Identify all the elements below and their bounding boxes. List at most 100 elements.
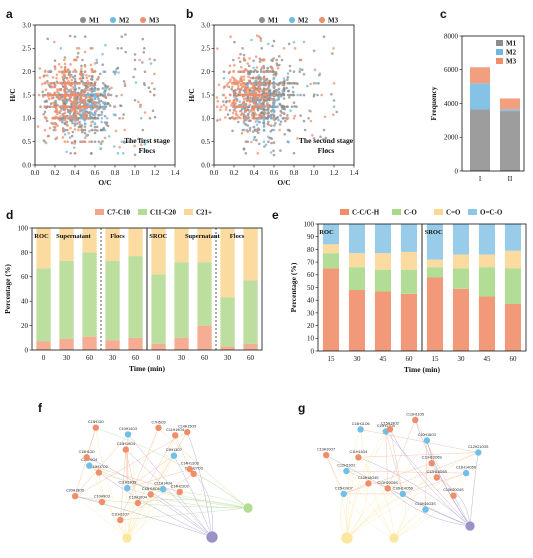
point-M3 <box>248 103 252 107</box>
point-M2 <box>113 71 117 74</box>
point-M3 <box>309 119 313 123</box>
point-M3 <box>143 111 147 114</box>
point-M3 <box>237 115 240 119</box>
point-M2 <box>134 81 138 84</box>
point-M3 <box>63 62 67 66</box>
point-M1 <box>266 66 270 70</box>
point-M3 <box>248 87 251 91</box>
point-M1 <box>42 112 46 116</box>
point-M1 <box>115 94 118 98</box>
chart-e: 15 30 45 60 15 30 45 60 ROC SROC 0 10 20 30 40 50 60 70 80… <box>289 209 527 374</box>
point-M3 <box>46 82 50 85</box>
point-M3 <box>48 105 52 108</box>
x-tick-label: 15 <box>432 355 440 363</box>
point-M3 <box>79 77 82 80</box>
point-M3 <box>222 103 226 107</box>
point-M3 <box>252 117 256 120</box>
bar-segment <box>322 244 339 254</box>
point-M2 <box>100 120 103 124</box>
bar-segment <box>452 268 469 289</box>
network-edge <box>346 457 359 539</box>
point-M2 <box>54 99 58 103</box>
network-edge <box>158 427 249 509</box>
point-M3 <box>93 62 97 65</box>
point-M1 <box>259 68 263 71</box>
node-label: C14H15O5 <box>178 425 196 429</box>
bar-segment <box>348 224 365 254</box>
point-M1 <box>282 117 286 120</box>
point-M3 <box>262 93 266 97</box>
point-M1 <box>271 44 274 48</box>
point-M3 <box>259 82 263 85</box>
bar-segment <box>36 341 51 350</box>
point-M3 <box>75 47 79 50</box>
point-M3 <box>57 63 61 66</box>
point-M3 <box>231 85 234 88</box>
point-M1 <box>83 35 87 38</box>
point-M3 <box>73 142 77 145</box>
bar-segment <box>504 268 521 304</box>
point-M3 <box>55 112 59 116</box>
point-M1 <box>288 82 292 85</box>
point-M2 <box>95 58 98 62</box>
point-M3 <box>230 116 233 120</box>
point-M3 <box>91 47 94 50</box>
network-node <box>83 454 90 461</box>
point-M1 <box>90 87 94 90</box>
point-M3 <box>251 114 254 118</box>
point-M1 <box>288 69 292 73</box>
point-M2 <box>272 77 276 81</box>
point-M1 <box>96 88 99 91</box>
point-M3 <box>51 82 54 85</box>
point-M3 <box>98 103 102 106</box>
point-M3 <box>83 65 87 68</box>
point-M1 <box>120 47 123 50</box>
point-M3 <box>43 128 47 132</box>
network-edge <box>126 431 188 539</box>
point-M1 <box>120 35 124 38</box>
point-M1 <box>288 64 292 68</box>
point-M1 <box>260 47 264 50</box>
point-M1 <box>299 93 302 97</box>
point-M3 <box>72 97 76 100</box>
network-edge <box>346 440 428 539</box>
point-M1 <box>239 52 242 56</box>
point-M3 <box>75 110 78 113</box>
node-label: C10H14O3 <box>119 427 137 431</box>
point-M1 <box>256 70 259 73</box>
x-axis-label: O/C <box>98 178 111 187</box>
point-M1 <box>251 76 255 80</box>
x-tick-label: 30 <box>109 354 117 362</box>
point-M3 <box>230 104 233 107</box>
point-M2 <box>116 152 120 155</box>
point-M1 <box>286 75 290 79</box>
y-tick-label: 100 <box>18 224 29 232</box>
bar-segment <box>197 325 212 350</box>
point-M2 <box>93 89 97 93</box>
bar-segment <box>82 252 97 337</box>
network-edge <box>120 507 249 521</box>
legend-label-M3: M3 <box>149 17 160 25</box>
point-M3 <box>235 92 239 96</box>
point-M1 <box>97 140 101 143</box>
bar-segment <box>504 250 521 269</box>
network-edge <box>343 483 369 495</box>
point-M3 <box>121 117 125 120</box>
point-M1 <box>39 105 42 108</box>
point-M1 <box>272 149 275 153</box>
point-M1 <box>80 64 83 68</box>
bar-segment <box>504 224 521 251</box>
point-M3 <box>83 117 87 120</box>
point-M1 <box>298 70 302 73</box>
bar-segment <box>478 224 495 255</box>
point-M3 <box>228 93 232 96</box>
point-M3 <box>80 99 83 103</box>
point-M2 <box>112 113 116 116</box>
network-node <box>147 491 154 498</box>
point-M1 <box>287 96 291 99</box>
point-M3 <box>103 136 107 140</box>
point-M3 <box>269 81 273 85</box>
point-M3 <box>66 68 70 72</box>
network-hub-node <box>205 530 219 544</box>
